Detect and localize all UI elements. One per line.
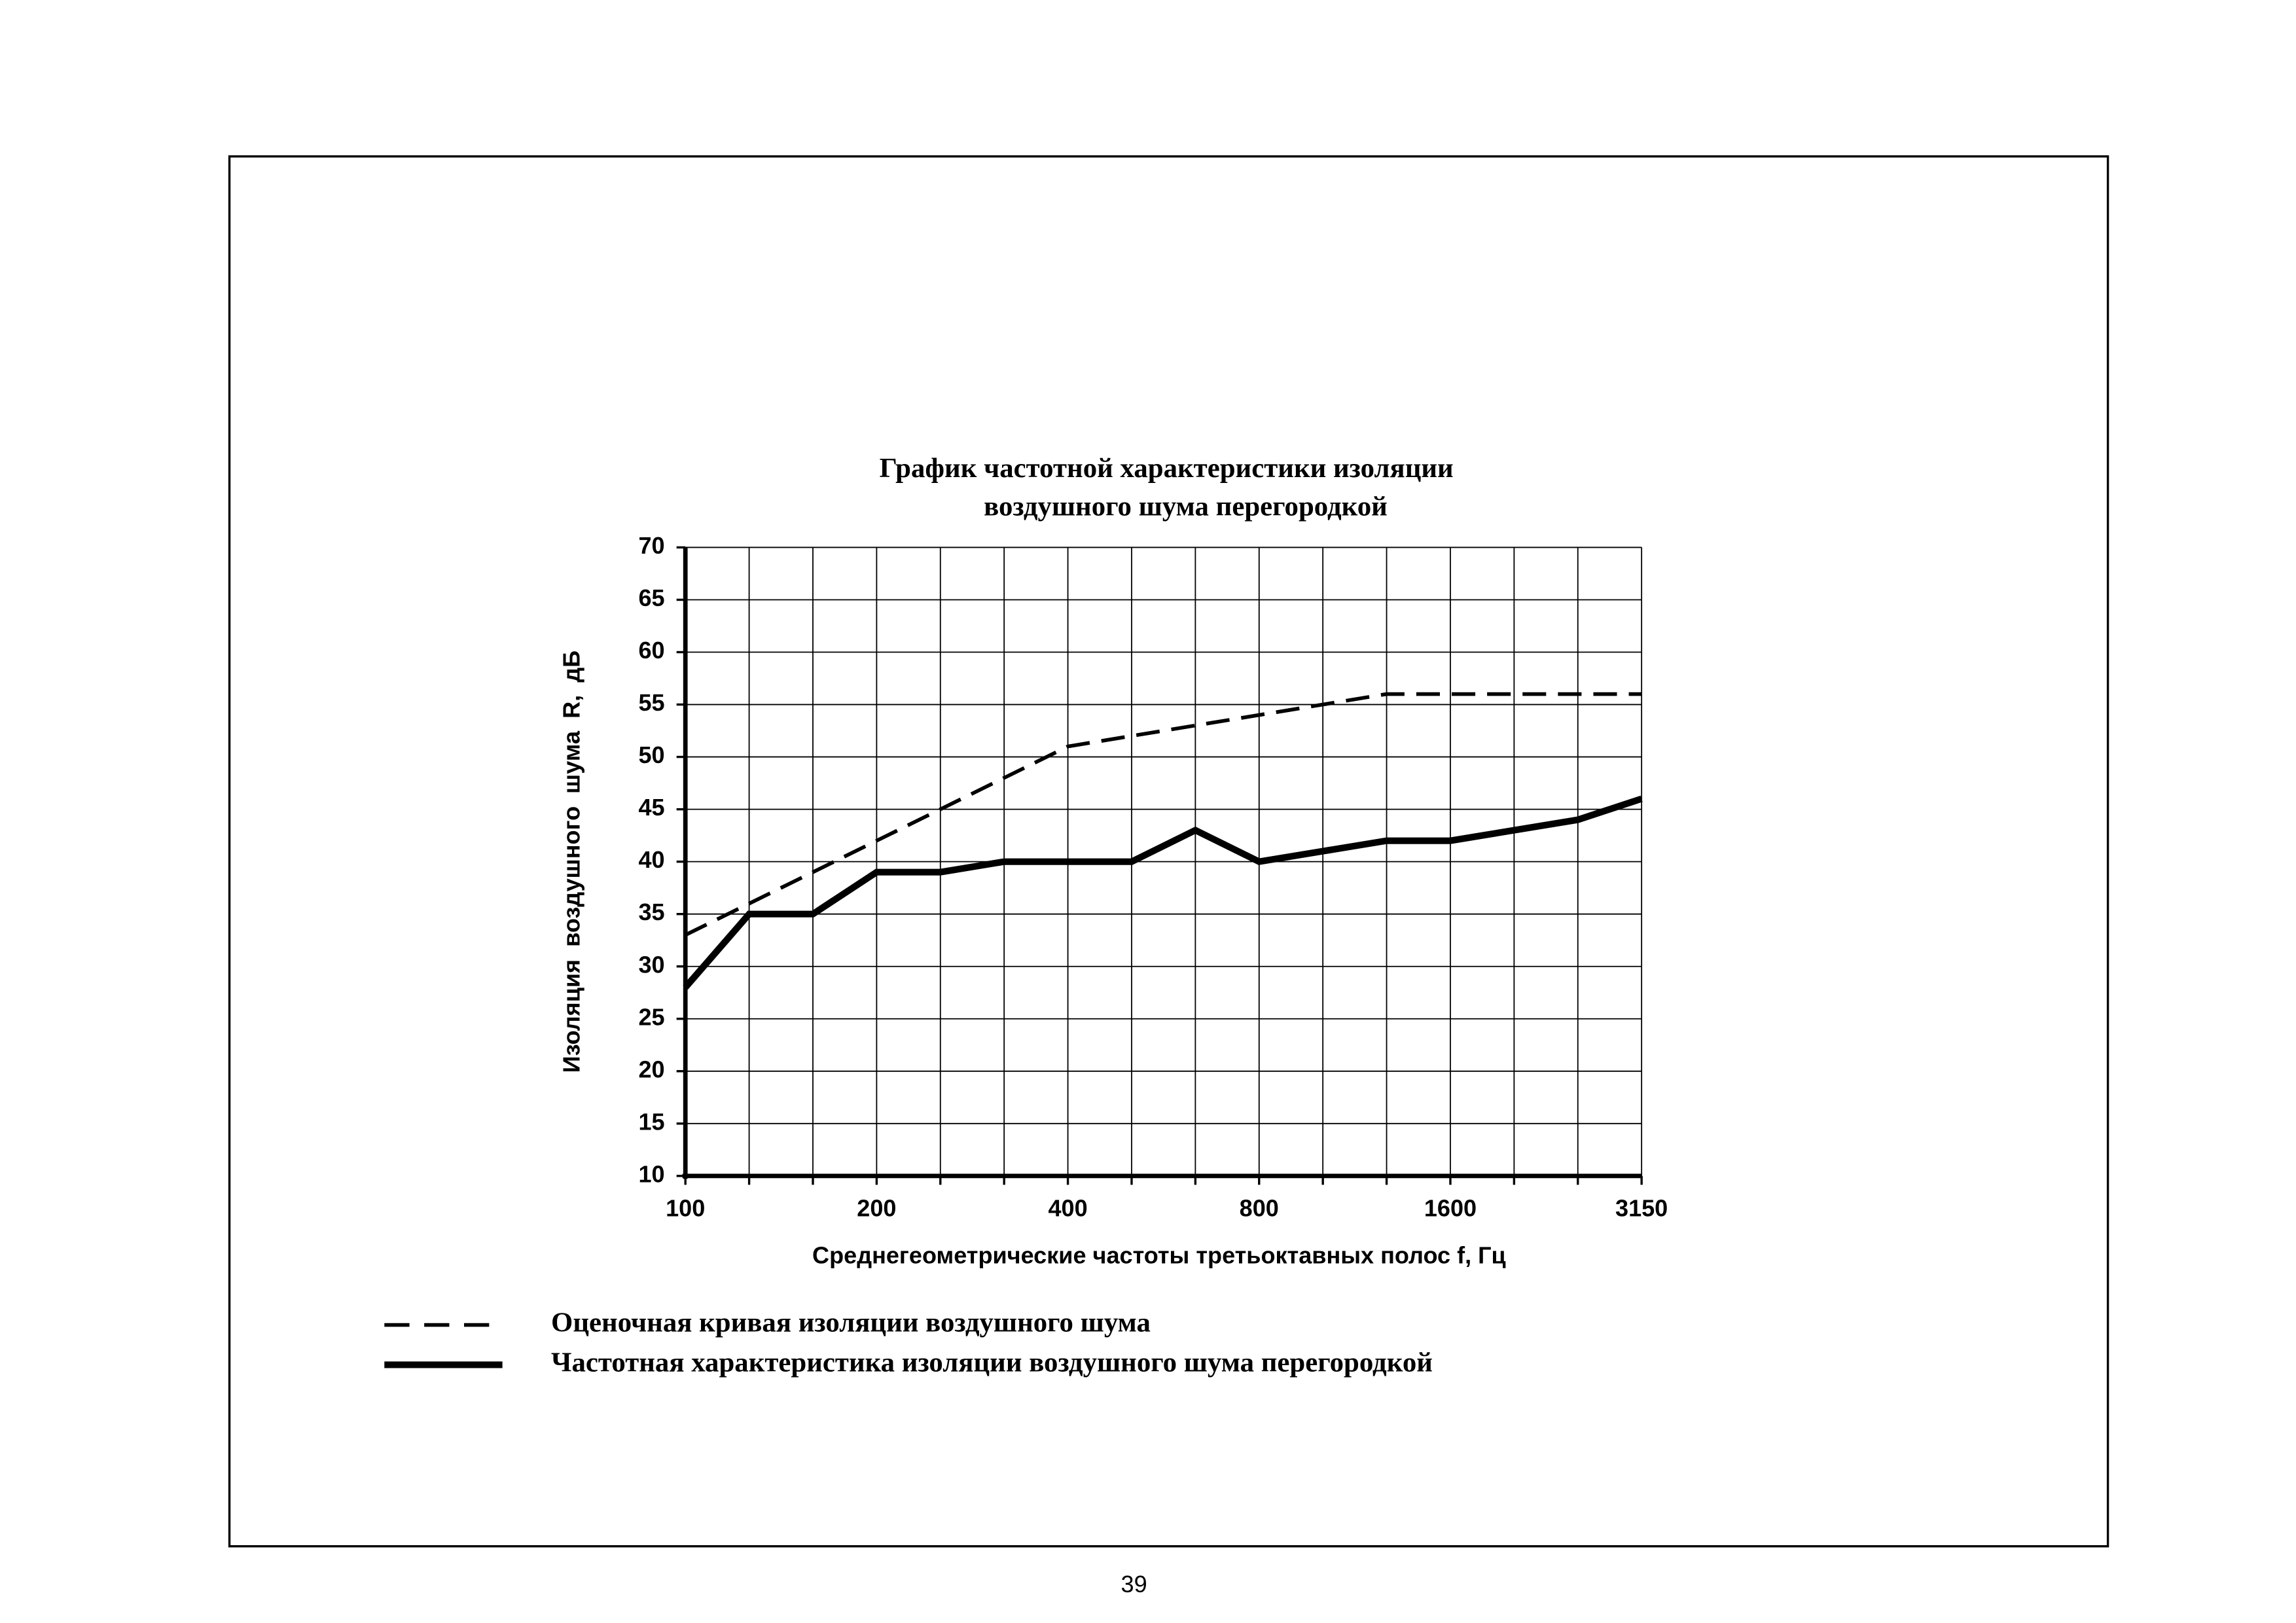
y-tick-label: 60 (639, 637, 665, 664)
y-tick-label: 65 (639, 584, 665, 611)
x-tick-label: 800 (1240, 1194, 1279, 1221)
x-tick-label: 1600 (1424, 1194, 1477, 1221)
y-tick-label: 10 (639, 1160, 665, 1187)
y-axis-title: Изоляция воздушного шума R, дБ (558, 651, 584, 1073)
x-axis-title: Среднегеометрические частоты третьоктавн… (812, 1241, 1506, 1268)
y-tick-label: 25 (639, 1003, 665, 1030)
y-tick-label: 20 (639, 1056, 665, 1082)
y-tick-label: 15 (639, 1108, 665, 1135)
y-tick-label: 55 (639, 689, 665, 716)
legend-label: Частотная характеристика изоляции воздуш… (551, 1347, 1433, 1378)
series-line (683, 795, 1643, 990)
y-tick-label: 40 (639, 846, 665, 873)
page-frame (228, 155, 2109, 1548)
chart-title: воздушного шума перегородкой (984, 491, 1388, 522)
x-tick-label: 3150 (1615, 1194, 1668, 1221)
y-tick-label: 50 (639, 741, 665, 768)
x-tick-label: 100 (666, 1194, 705, 1221)
legend-label: Оценочная кривая изоляции воздушного шум… (551, 1307, 1151, 1338)
y-tick-label: 70 (639, 532, 665, 559)
page-number: 39 (1121, 1571, 1147, 1597)
y-tick-label: 35 (639, 899, 665, 925)
x-tick-label: 200 (857, 1194, 896, 1221)
y-tick-label: 30 (639, 951, 665, 978)
x-tick-label: 400 (1048, 1194, 1087, 1221)
chart-title: График частотной характеристики изоляции (880, 453, 1454, 484)
series-line (684, 692, 1642, 937)
y-tick-label: 45 (639, 794, 665, 821)
